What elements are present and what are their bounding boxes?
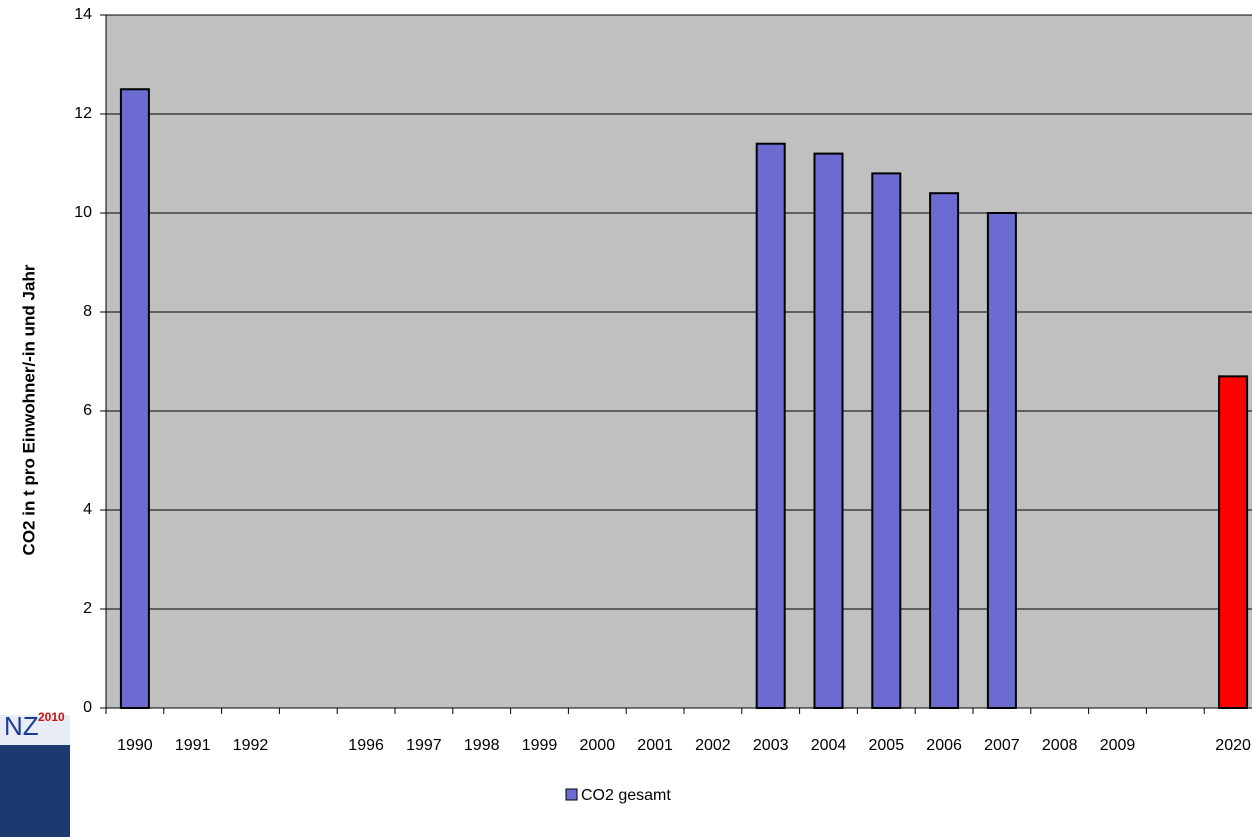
y-tick-label: 6 <box>83 402 92 419</box>
x-tick-label: 2003 <box>753 737 789 754</box>
y-tick-label: 0 <box>83 699 92 716</box>
x-tick-label: 2001 <box>637 737 673 754</box>
bar <box>119 88 150 709</box>
legend-swatch <box>565 788 578 801</box>
x-tick-label: 1999 <box>522 737 558 754</box>
y-tick-label: 14 <box>74 6 92 23</box>
x-tick-label: 2004 <box>811 737 847 754</box>
x-tick-label: 2002 <box>695 737 731 754</box>
x-tick-label: 2008 <box>1042 737 1078 754</box>
y-tick-label: 8 <box>83 303 92 320</box>
bar <box>813 152 844 710</box>
x-tick-label: 1991 <box>175 737 211 754</box>
x-tick-label: 2005 <box>869 737 905 754</box>
x-tick-label: 2006 <box>926 737 962 754</box>
y-tick-label: 4 <box>83 501 92 518</box>
logo-text: NZ <box>4 711 39 741</box>
x-tick-label: 2020 <box>1215 737 1251 754</box>
y-tick-label: 2 <box>83 600 92 617</box>
x-tick-label: 1996 <box>348 737 384 754</box>
bar <box>1218 375 1249 709</box>
y-tick-label: 10 <box>74 204 92 221</box>
logo-year: 2010 <box>38 710 65 724</box>
x-tick-label: 2009 <box>1100 737 1136 754</box>
bar <box>871 172 902 709</box>
legend-label: CO2 gesamt <box>581 787 671 804</box>
x-tick-label: 1992 <box>233 737 269 754</box>
bar <box>986 212 1017 709</box>
x-tick-label: 2000 <box>580 737 616 754</box>
logo-band <box>0 715 70 745</box>
y-tick-label: 12 <box>74 105 92 122</box>
bar <box>755 142 786 709</box>
x-tick-label: 1997 <box>406 737 442 754</box>
plot-area <box>106 15 1252 708</box>
x-tick-label: 2007 <box>984 737 1020 754</box>
x-tick-label: 1998 <box>464 737 500 754</box>
x-tick-label: 1990 <box>117 737 153 754</box>
logo-image <box>0 745 70 837</box>
bar <box>929 192 960 709</box>
y-axis-label: CO2 in t pro Einwohner/-in und Jahr <box>19 264 38 555</box>
